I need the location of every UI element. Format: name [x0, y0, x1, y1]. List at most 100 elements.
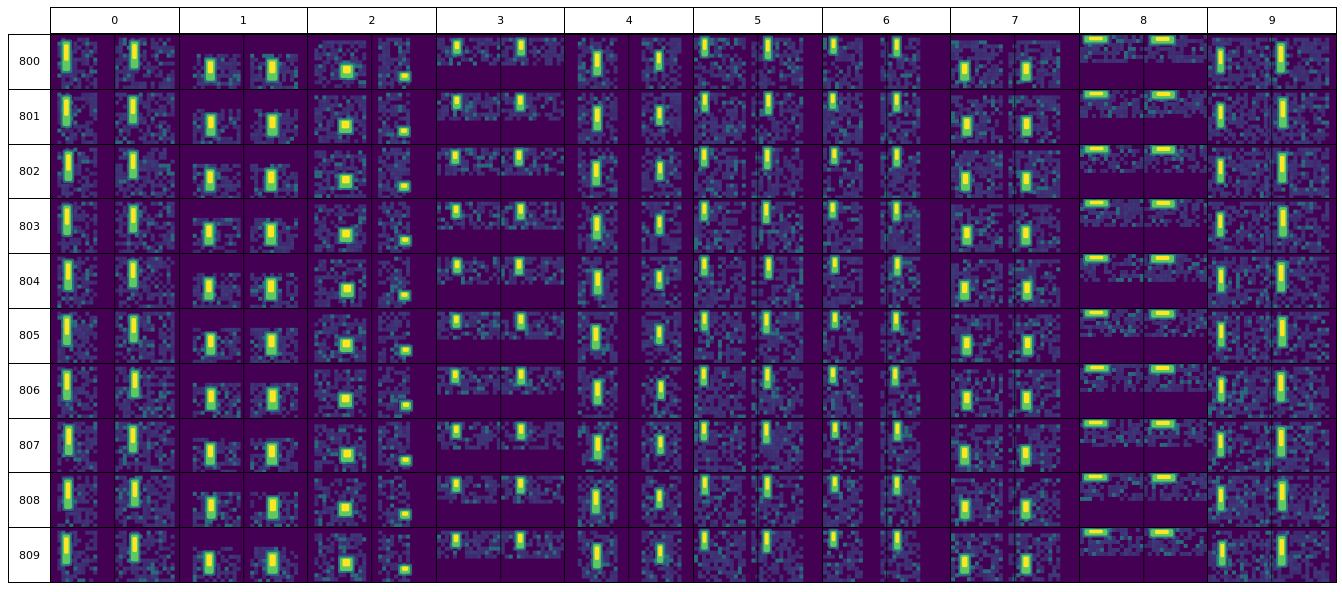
heatmap-cell-808-1	[178, 472, 309, 529]
heatmap-image	[822, 418, 951, 473]
heatmap-cell-809-1	[178, 527, 309, 583]
heatmap-image	[565, 473, 693, 528]
heatmap-cell-803-8	[1078, 198, 1209, 255]
heatmap-cell-801-5	[693, 88, 823, 145]
heatmap-cell-807-6	[821, 417, 952, 474]
heatmap-image	[308, 309, 436, 363]
heatmap-cell-804-1	[178, 253, 309, 309]
heatmap-image	[822, 89, 951, 144]
row-header-808: 808	[8, 472, 51, 529]
heatmap-image	[951, 35, 1079, 89]
heatmap-image	[951, 199, 1079, 254]
heatmap-cell-800-6	[821, 34, 952, 90]
heatmap-cell-804-4	[564, 253, 694, 309]
heatmap-cell-802-7	[950, 143, 1080, 200]
heatmap-image	[951, 418, 1079, 473]
heatmap-image	[51, 144, 179, 199]
heatmap-cell-809-9	[1207, 527, 1337, 583]
heatmap-image	[951, 528, 1079, 582]
heatmap-cell-806-7	[950, 362, 1080, 419]
column-header-7: 7	[950, 7, 1080, 34]
heatmap-image	[1079, 309, 1208, 363]
heatmap-image	[51, 309, 179, 363]
heatmap-cell-808-0	[50, 472, 180, 529]
heatmap-image	[179, 528, 308, 582]
heatmap-cell-806-4	[564, 362, 694, 419]
heatmap-cell-801-8	[1078, 88, 1209, 145]
heatmap-image	[179, 89, 308, 144]
heatmap-cell-802-1	[178, 143, 309, 200]
heatmap-cell-809-0	[50, 527, 180, 583]
heatmap-image	[51, 473, 179, 528]
heatmap-cell-806-9	[1207, 362, 1337, 419]
heatmap-cell-806-1	[178, 362, 309, 419]
heatmap-image	[1208, 254, 1336, 308]
heatmap-image	[179, 199, 308, 254]
heatmap-image	[951, 473, 1079, 528]
heatmap-image	[1208, 309, 1336, 363]
heatmap-image	[951, 309, 1079, 363]
heatmap-cell-805-9	[1207, 308, 1337, 364]
heatmap-cell-806-6	[821, 362, 952, 419]
heatmap-cell-806-5	[693, 362, 823, 419]
heatmap-cell-807-8	[1078, 417, 1209, 474]
heatmap-image	[565, 199, 693, 254]
heatmap-cell-800-2	[307, 34, 437, 90]
heatmap-cell-809-2	[307, 527, 437, 583]
heatmap-image	[436, 89, 565, 144]
heatmap-image	[1208, 363, 1336, 418]
heatmap-cell-809-8	[1078, 527, 1209, 583]
heatmap-cell-801-3	[435, 88, 566, 145]
heatmap-image	[1079, 199, 1208, 254]
heatmap-cell-802-2	[307, 143, 437, 200]
heatmap-image	[51, 528, 179, 582]
heatmap-cell-808-9	[1207, 472, 1337, 529]
heatmap-cell-805-0	[50, 308, 180, 364]
heatmap-cell-802-5	[693, 143, 823, 200]
heatmap-image	[308, 254, 436, 308]
heatmap-cell-803-6	[821, 198, 952, 255]
heatmap-cell-801-6	[821, 88, 952, 145]
heatmap-image	[51, 35, 179, 89]
heatmap-cell-803-7	[950, 198, 1080, 255]
heatmap-image	[1208, 528, 1336, 582]
heatmap-cell-802-0	[50, 143, 180, 200]
heatmap-image	[1079, 35, 1208, 89]
heatmap-image	[308, 35, 436, 89]
row-header-800: 800	[8, 34, 51, 90]
heatmap-cell-800-0	[50, 34, 180, 90]
heatmap-cell-807-0	[50, 417, 180, 474]
heatmap-image	[51, 199, 179, 254]
heatmap-image	[694, 363, 822, 418]
heatmap-image	[951, 363, 1079, 418]
heatmap-cell-800-5	[693, 34, 823, 90]
heatmap-image	[179, 473, 308, 528]
heatmap-cell-808-4	[564, 472, 694, 529]
heatmap-cell-803-3	[435, 198, 566, 255]
heatmap-image	[822, 363, 951, 418]
heatmap-image	[1079, 144, 1208, 199]
row-header-801: 801	[8, 88, 51, 145]
heatmap-image	[179, 144, 308, 199]
heatmap-cell-803-1	[178, 198, 309, 255]
heatmap-cell-808-7	[950, 472, 1080, 529]
heatmap-image	[1079, 254, 1208, 308]
heatmap-cell-800-8	[1078, 34, 1209, 90]
heatmap-image	[822, 35, 951, 89]
heatmap-image	[1208, 35, 1336, 89]
heatmap-image	[51, 89, 179, 144]
heatmap-image	[436, 35, 565, 89]
row-header-804: 804	[8, 253, 51, 309]
heatmap-image	[1208, 473, 1336, 528]
heatmap-image	[951, 254, 1079, 308]
heatmap-cell-808-2	[307, 472, 437, 529]
heatmap-image	[694, 418, 822, 473]
heatmap-cell-803-0	[50, 198, 180, 255]
heatmap-cell-808-5	[693, 472, 823, 529]
heatmap-image	[822, 254, 951, 308]
row-header-806: 806	[8, 362, 51, 419]
heatmap-cell-809-5	[693, 527, 823, 583]
column-header-2: 2	[307, 7, 437, 34]
heatmap-cell-805-8	[1078, 308, 1209, 364]
heatmap-image	[308, 528, 436, 582]
